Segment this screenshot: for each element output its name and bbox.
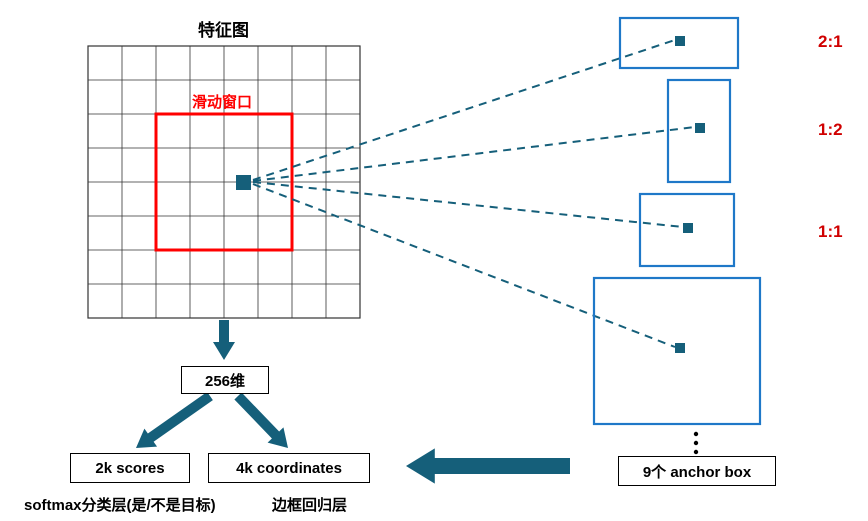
dash-line-2 <box>253 182 683 227</box>
arrow <box>213 320 235 360</box>
ratio-1-1: 1:1 <box>818 222 843 242</box>
ratio-2-1: 2:1 <box>818 32 843 52</box>
feature-map-title: 特征图 <box>198 16 249 41</box>
anchor-center-2 <box>683 223 693 233</box>
anchor-center-1 <box>695 123 705 133</box>
arrow <box>136 392 213 448</box>
dash-line-1 <box>253 127 695 181</box>
dash-line-0 <box>253 40 675 180</box>
ellipsis-dot-2 <box>694 450 698 454</box>
reg-label: 边框回归层 <box>272 494 347 515</box>
anchor-label-box: 9个 anchor box <box>618 456 776 486</box>
anchor-center-3 <box>675 343 685 353</box>
anchor-center-0 <box>675 36 685 46</box>
diagram-svg <box>0 0 868 521</box>
coord-box: 4k coordinates <box>208 453 370 483</box>
sliding-window-label: 滑动窗口 <box>192 91 252 112</box>
ratio-1-2: 1:2 <box>818 120 843 140</box>
ellipsis-dot-1 <box>694 441 698 445</box>
dash-line-3 <box>253 184 675 347</box>
scores-box: 2k scores <box>70 453 190 483</box>
dim-box: 256维 <box>181 366 269 394</box>
softmax-label: softmax分类层(是/不是目标) <box>24 494 216 515</box>
arrow <box>234 393 288 448</box>
arrow <box>406 448 570 483</box>
ellipsis-dot-0 <box>694 432 698 436</box>
center-marker <box>236 175 251 190</box>
